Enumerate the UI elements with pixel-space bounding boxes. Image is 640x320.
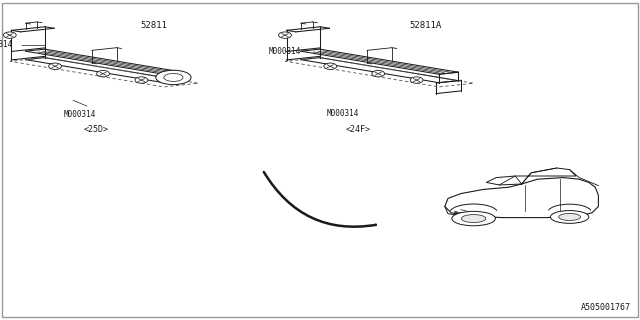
Circle shape <box>135 77 148 83</box>
Ellipse shape <box>550 211 589 223</box>
Ellipse shape <box>156 70 191 84</box>
Circle shape <box>372 70 385 77</box>
Text: M000314: M000314 <box>268 47 301 56</box>
Circle shape <box>410 77 423 83</box>
Circle shape <box>3 32 16 38</box>
Ellipse shape <box>461 214 486 223</box>
Text: <24F>: <24F> <box>346 125 371 134</box>
Text: A505001767: A505001767 <box>580 303 630 312</box>
Circle shape <box>278 32 291 38</box>
FancyArrowPatch shape <box>264 172 376 227</box>
Circle shape <box>49 63 61 69</box>
Circle shape <box>97 70 109 77</box>
Text: <25D>: <25D> <box>83 125 108 134</box>
Text: M000314: M000314 <box>64 110 97 119</box>
Circle shape <box>324 63 337 69</box>
Ellipse shape <box>452 211 495 226</box>
Text: M000314: M000314 <box>326 109 359 118</box>
Text: 52811: 52811 <box>141 21 168 30</box>
Text: M000314: M000314 <box>0 40 13 49</box>
Ellipse shape <box>164 73 183 81</box>
Text: 52811A: 52811A <box>410 21 442 30</box>
Ellipse shape <box>559 213 580 220</box>
